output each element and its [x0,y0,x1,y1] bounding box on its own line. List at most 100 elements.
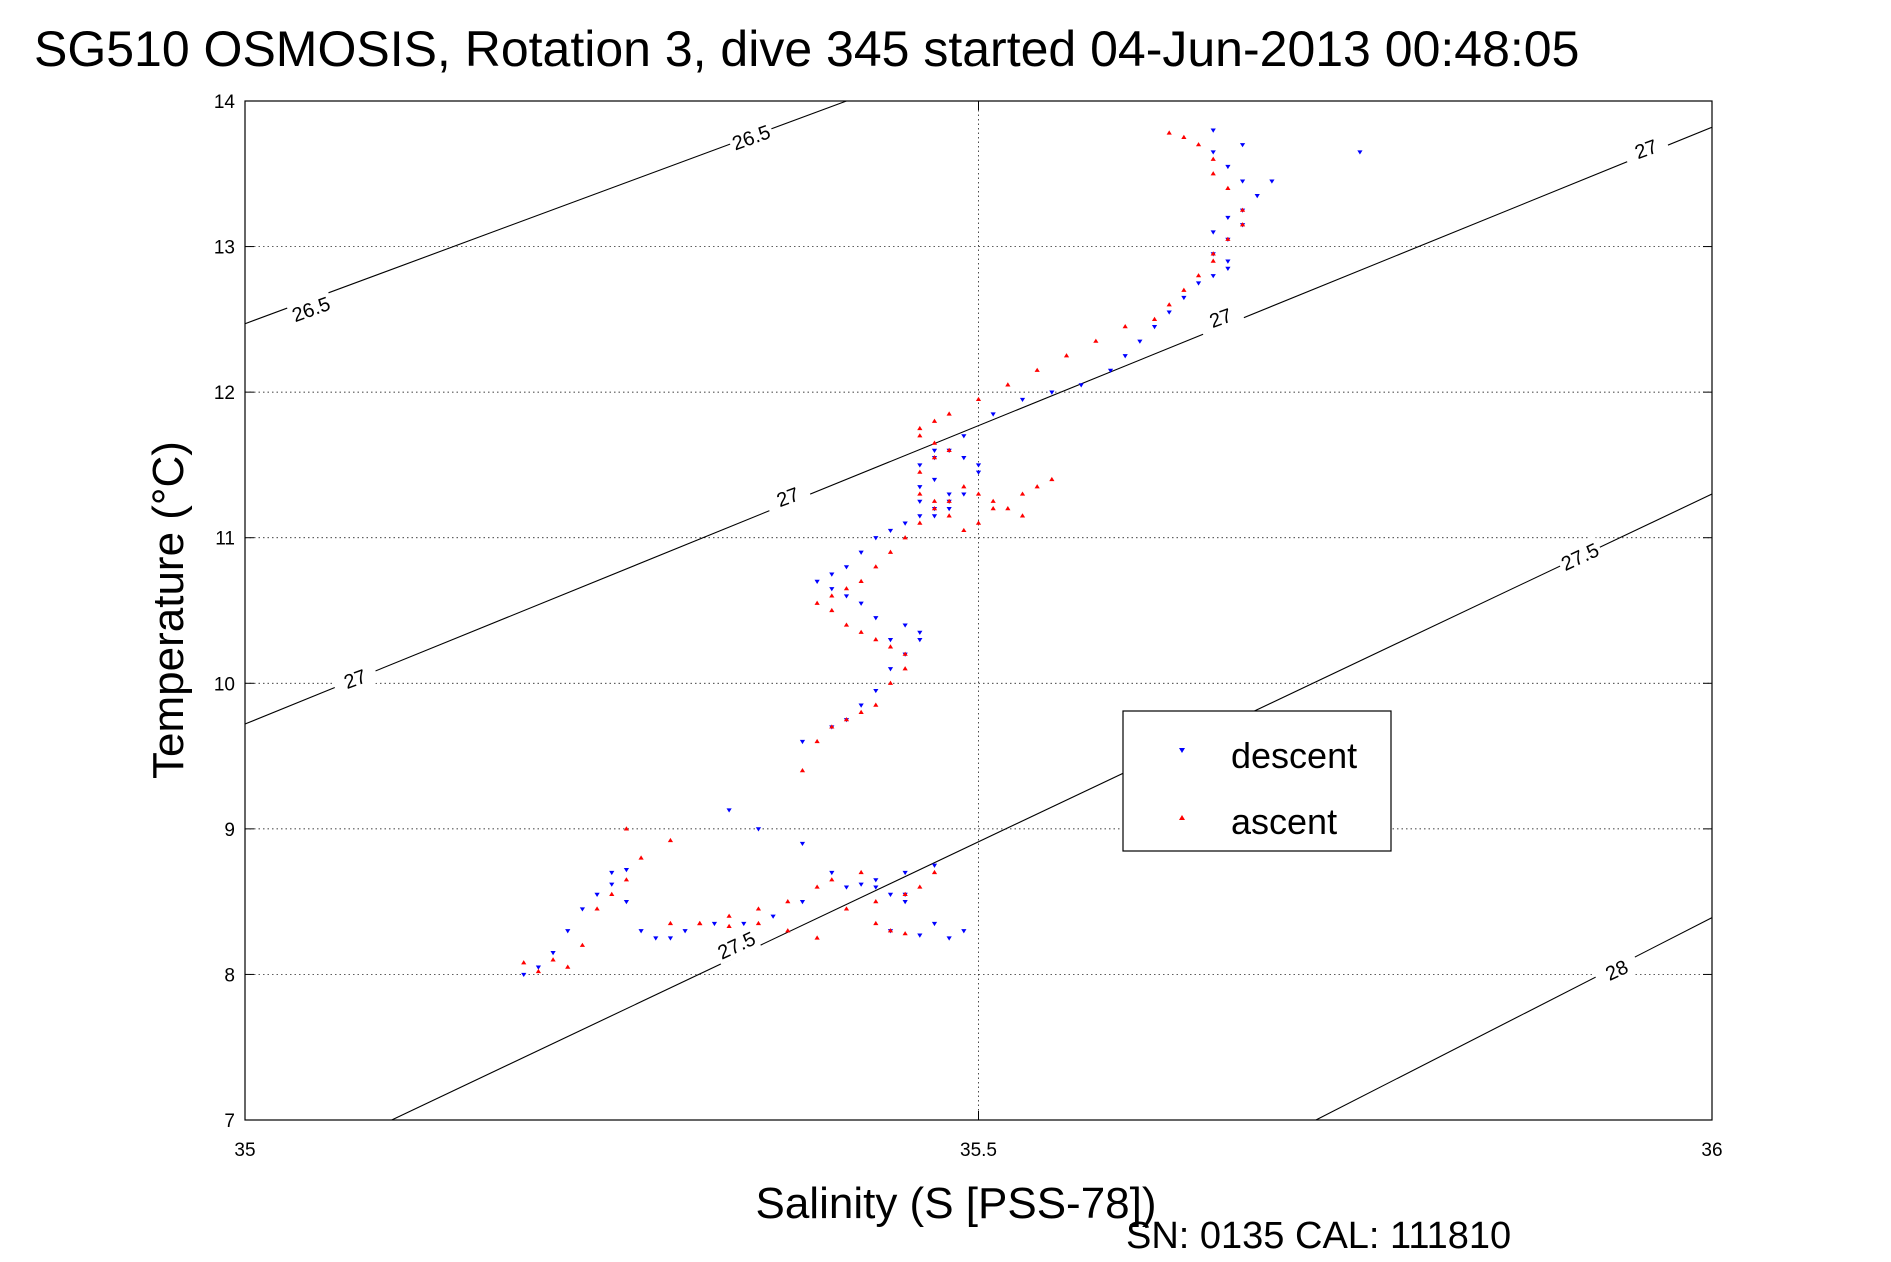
descent-point [535,965,541,970]
x-axis-ticks: 35 35.5 36 [234,101,1723,1161]
x-tick-label: 35 [234,1140,255,1161]
descent-point [858,703,864,708]
contour-label-background [1554,535,1605,576]
descent-point [579,907,586,912]
descent-point [917,933,923,938]
descent-point [975,470,982,475]
descent-point [594,892,600,897]
ascent-point [1225,185,1231,190]
ascent-point [1122,324,1128,329]
ascent-point [887,928,894,933]
y-axis-ticks: 7 8 9 10 11 12 13 14 [214,92,1712,1132]
contour-label-background [725,117,776,156]
ascent-point [1034,484,1040,489]
descent-point [961,456,967,461]
ascent-point [858,869,864,875]
descent-point [917,463,923,468]
ascent-point [1034,367,1040,372]
descent-point [917,514,923,519]
ascent-point [902,891,908,896]
ascent-point [843,717,850,722]
descent-point [917,638,923,643]
contour-label-background [329,659,380,697]
ascent-point [829,724,835,729]
ascent-point [829,607,835,613]
descent-point [1137,339,1143,344]
descent-point [623,900,630,905]
descent-point [902,900,908,905]
descent-point [521,972,527,978]
descent-point [726,808,732,813]
descent-point [961,434,967,439]
descent-point [873,885,879,890]
descent-point [1078,383,1084,388]
ascent-point [917,425,923,431]
descent-point [1210,150,1216,155]
ascent-point [1210,258,1216,263]
descent-point [946,936,952,941]
ascent-point [1093,338,1099,343]
ascent-point [667,920,674,926]
descent-series [521,128,1363,978]
ascent-point [755,920,762,926]
descent-point [1210,128,1216,133]
descent-point [946,492,952,497]
descent-point [843,565,850,570]
descent-point [902,623,908,628]
descent-point [873,878,879,883]
legend-descent-marker [1179,748,1185,753]
ascent-point [785,928,791,933]
descent-point [609,882,615,887]
contour-label-background [1620,129,1671,167]
descent-point [799,739,806,745]
y-axis-label: Temperature (°C) [144,441,193,779]
ascent-point [917,520,923,525]
descent-point [1049,390,1055,395]
descent-point [1210,230,1216,235]
ascent-point [535,968,541,974]
descent-point [1195,281,1202,286]
descent-point [917,630,923,635]
ascent-point [1181,134,1187,139]
ascent-point [843,906,850,911]
ascent-point [638,855,644,860]
ascent-point [946,411,952,416]
ascent-point [887,680,894,685]
ascent-point [843,586,850,591]
legend-descent-label: descent [1231,735,1357,776]
descent-point [1239,179,1246,184]
ascent-point [726,913,732,918]
contour-label-background [1195,298,1245,336]
descent-point [931,514,938,519]
contour-label-background [711,924,762,965]
descent-point [829,572,835,577]
ascent-point [829,877,835,882]
ascent-point [623,826,630,831]
ascent-point [873,637,879,642]
descent-point [1225,259,1231,264]
contour-label-background [285,289,336,328]
ascent-point [785,899,791,904]
descent-point [961,492,967,497]
descent-point [1225,215,1231,221]
y-tick-label: 14 [214,92,236,113]
ascent-point [843,622,850,627]
descent-point [770,914,776,919]
descent-point [1151,325,1158,330]
ascent-point [814,935,820,940]
ascent-point [1239,207,1246,212]
descent-point [1122,354,1128,359]
density-contour-27-5 [391,493,1713,1121]
ascent-point [1019,513,1026,518]
descent-point [975,463,982,468]
ascent-point [1195,142,1202,147]
ascent-point [917,491,923,496]
ascent-point [931,455,938,460]
descent-point [961,929,967,934]
ascent-point [829,593,835,598]
legend-box [1122,710,1392,852]
descent-point [858,601,864,606]
descent-point [1269,179,1275,184]
descent-point [1181,295,1187,301]
